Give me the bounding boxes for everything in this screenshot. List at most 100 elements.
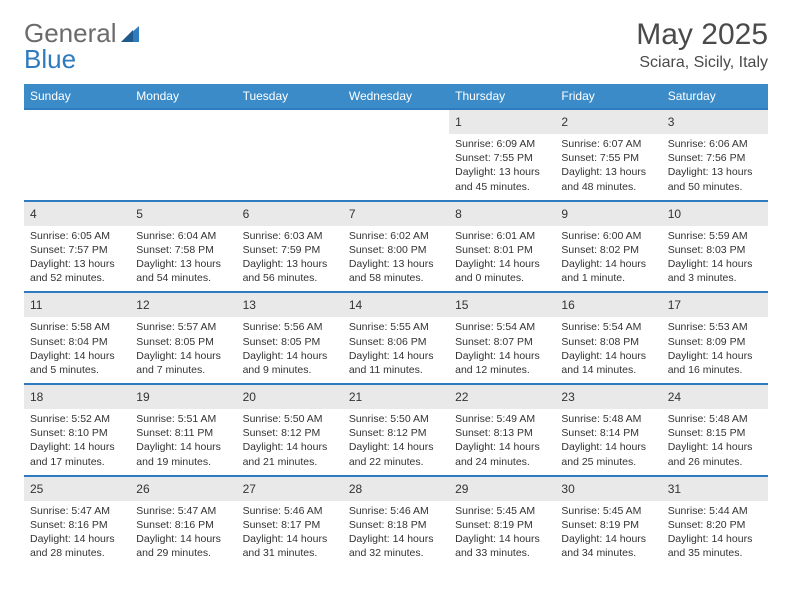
- day-number-cell: 14: [343, 292, 449, 317]
- sunrise-line: Sunrise: 6:04 AM: [136, 230, 216, 242]
- day-number-cell: 25: [24, 476, 130, 501]
- day-number: 18: [30, 390, 43, 404]
- daylight-line: Daylight: 14 hours and 5 minutes.: [30, 350, 115, 376]
- daylight-line: Daylight: 14 hours and 1 minute.: [561, 258, 646, 284]
- day-number-cell: 6: [237, 201, 343, 226]
- day-number: 30: [561, 482, 574, 496]
- sunrise-line: Sunrise: 5:47 AM: [136, 505, 216, 517]
- header: General May 2025 Sciara, Sicily, Italy: [24, 18, 768, 72]
- day-number-cell: 5: [130, 201, 236, 226]
- daylight-line: Daylight: 14 hours and 28 minutes.: [30, 533, 115, 559]
- sunrise-line: Sunrise: 5:45 AM: [561, 505, 641, 517]
- day-number-cell: 27: [237, 476, 343, 501]
- daylight-line: Daylight: 14 hours and 22 minutes.: [349, 441, 434, 467]
- sunset-line: Sunset: 8:20 PM: [668, 519, 746, 531]
- day-detail-cell: Sunrise: 5:54 AMSunset: 8:07 PMDaylight:…: [449, 317, 555, 384]
- daylight-line: Daylight: 14 hours and 29 minutes.: [136, 533, 221, 559]
- sunrise-line: Sunrise: 5:47 AM: [30, 505, 110, 517]
- sunrise-line: Sunrise: 5:49 AM: [455, 413, 535, 425]
- sunrise-line: Sunrise: 6:09 AM: [455, 138, 535, 150]
- day-number-cell: 2: [555, 109, 661, 134]
- empty-cell: [24, 134, 130, 201]
- weekday-header: Thursday: [449, 84, 555, 109]
- sunrise-line: Sunrise: 6:02 AM: [349, 230, 429, 242]
- calendar-table: Sunday Monday Tuesday Wednesday Thursday…: [24, 84, 768, 567]
- sunset-line: Sunset: 8:07 PM: [455, 336, 533, 348]
- calendar-body: 123Sunrise: 6:09 AMSunset: 7:55 PMDaylig…: [24, 109, 768, 567]
- day-number-cell: 11: [24, 292, 130, 317]
- day-number: 26: [136, 482, 149, 496]
- sunrise-line: Sunrise: 5:55 AM: [349, 321, 429, 333]
- day-number: 23: [561, 390, 574, 404]
- sunrise-line: Sunrise: 6:01 AM: [455, 230, 535, 242]
- day-number: 9: [561, 207, 568, 221]
- day-number-cell: 28: [343, 476, 449, 501]
- empty-cell: [130, 109, 236, 134]
- sunset-line: Sunset: 8:11 PM: [136, 427, 213, 439]
- day-number: 19: [136, 390, 149, 404]
- sunset-line: Sunset: 7:57 PM: [30, 244, 108, 256]
- day-detail-cell: Sunrise: 6:07 AM Sunset: 7:55 PM Daylight:…: [555, 134, 661, 201]
- day-number: 28: [349, 482, 362, 496]
- daylight-line: Daylight: 14 hours and 3 minutes.: [668, 258, 753, 284]
- sunset-line: Sunset: 7:55 PM: [561, 152, 639, 164]
- day-number: 14: [349, 298, 362, 312]
- sunrise-line: Sunrise: 5:54 AM: [455, 321, 535, 333]
- day-detail-cell: Sunrise: 6:05 AMSunset: 7:57 PMDaylight:…: [24, 226, 130, 293]
- daylight-line: Daylight: 14 hours and 26 minutes.: [668, 441, 753, 467]
- day-detail-cell: Sunrise: 5:51 AMSunset: 8:11 PMDaylight:…: [130, 409, 236, 476]
- day-detail-cell: Sunrise: 6:03 AMSunset: 7:59 PMDaylight:…: [237, 226, 343, 293]
- day-number: 12: [136, 298, 149, 312]
- day-detail-cell: Sunrise: 6:00 AMSunset: 8:02 PMDaylight:…: [555, 226, 661, 293]
- sunrise-line: Sunrise: 5:46 AM: [349, 505, 429, 517]
- daylight-line: Daylight: 14 hours and 34 minutes.: [561, 533, 646, 559]
- day-number-cell: 19: [130, 384, 236, 409]
- daylight-line: Daylight: 14 hours and 16 minutes.: [668, 350, 753, 376]
- daylight-line: Daylight: 14 hours and 11 minutes.: [349, 350, 434, 376]
- day-detail-cell: Sunrise: 5:44 AMSunset: 8:20 PMDaylight:…: [662, 501, 768, 567]
- day-detail-cell: Sunrise: 5:59 AMSunset: 8:03 PMDaylight:…: [662, 226, 768, 293]
- day-number-cell: 24: [662, 384, 768, 409]
- day-detail-cell: Sunrise: 5:48 AMSunset: 8:15 PMDaylight:…: [662, 409, 768, 476]
- sunrise-line: Sunrise: 5:54 AM: [561, 321, 641, 333]
- daylight-line: Daylight: 13 hours and 48 minutes.: [561, 166, 646, 192]
- daylight-line: Daylight: 14 hours and 33 minutes.: [455, 533, 540, 559]
- day-number: 6: [243, 207, 250, 221]
- daylight-line: Daylight: 14 hours and 32 minutes.: [349, 533, 434, 559]
- sunrise-line: Sunrise: 6:07 AM: [561, 138, 641, 150]
- day-number-cell: 31: [662, 476, 768, 501]
- sunrise-line: Sunrise: 5:46 AM: [243, 505, 323, 517]
- day-number: 4: [30, 207, 37, 221]
- daylight-line: Daylight: 14 hours and 31 minutes.: [243, 533, 328, 559]
- sunrise-line: Sunrise: 6:06 AM: [668, 138, 748, 150]
- empty-cell: [237, 134, 343, 201]
- day-number-cell: 16: [555, 292, 661, 317]
- sunrise-line: Sunrise: 5:51 AM: [136, 413, 216, 425]
- day-number-cell: 18: [24, 384, 130, 409]
- day-detail-cell: Sunrise: 5:57 AMSunset: 8:05 PMDaylight:…: [130, 317, 236, 384]
- brand-sail-icon: [119, 24, 141, 44]
- weekday-header: Wednesday: [343, 84, 449, 109]
- sunrise-line: Sunrise: 5:58 AM: [30, 321, 110, 333]
- detail-row: Sunrise: 5:47 AMSunset: 8:16 PMDaylight:…: [24, 501, 768, 567]
- day-detail-cell: Sunrise: 5:50 AMSunset: 8:12 PMDaylight:…: [237, 409, 343, 476]
- day-number-cell: 20: [237, 384, 343, 409]
- sunset-line: Sunset: 8:08 PM: [561, 336, 639, 348]
- daylight-line: Daylight: 14 hours and 0 minutes.: [455, 258, 540, 284]
- sunset-line: Sunset: 8:18 PM: [349, 519, 427, 531]
- day-detail-cell: Sunrise: 6:02 AMSunset: 8:00 PMDaylight:…: [343, 226, 449, 293]
- day-number: 27: [243, 482, 256, 496]
- daylight-line: Daylight: 14 hours and 25 minutes.: [561, 441, 646, 467]
- weekday-header: Saturday: [662, 84, 768, 109]
- day-number: 3: [668, 115, 675, 129]
- sunset-line: Sunset: 7:59 PM: [243, 244, 321, 256]
- day-number-cell: 12: [130, 292, 236, 317]
- day-number-cell: 30: [555, 476, 661, 501]
- day-number: 1: [455, 115, 462, 129]
- month-title: May 2025: [636, 18, 768, 52]
- detail-row: Sunrise: 6:05 AMSunset: 7:57 PMDaylight:…: [24, 226, 768, 293]
- sunset-line: Sunset: 7:56 PM: [668, 152, 746, 164]
- day-number: 5: [136, 207, 143, 221]
- day-detail-cell: Sunrise: 5:47 AMSunset: 8:16 PMDaylight:…: [24, 501, 130, 567]
- day-number-cell: 15: [449, 292, 555, 317]
